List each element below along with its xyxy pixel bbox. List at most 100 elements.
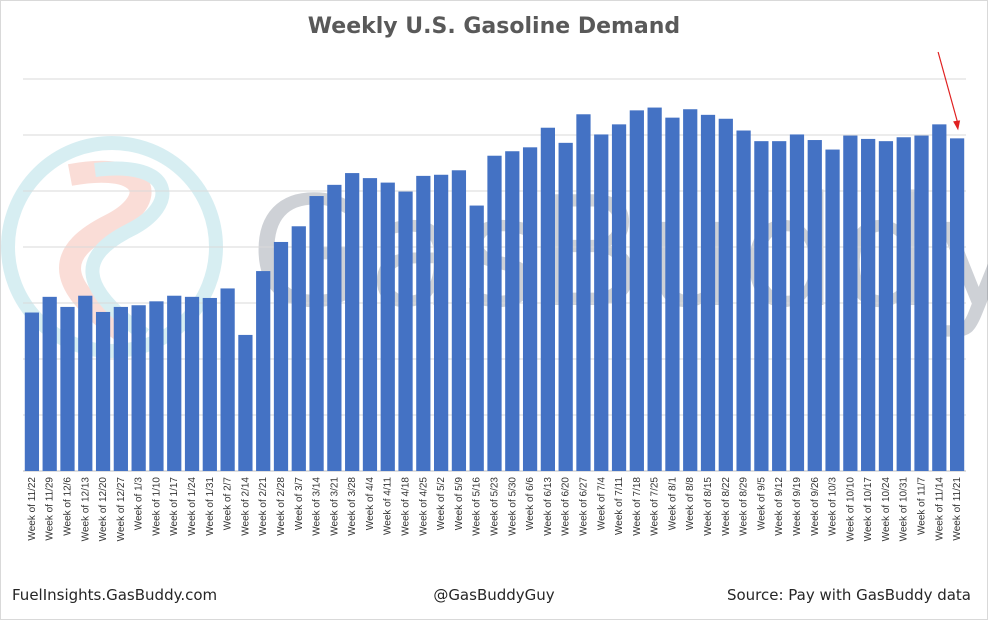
x-tick-label: Week of 3/21 <box>329 477 340 536</box>
x-tick-label: Week of 8/8 <box>685 477 696 531</box>
x-tick-label: Week of 5/9 <box>454 477 465 531</box>
x-tick-label: Week of 10/24 <box>881 477 892 542</box>
x-tick-label: Week of 4/25 <box>418 477 429 536</box>
x-tick-label: Week of 9/26 <box>810 477 821 536</box>
bar <box>380 182 395 471</box>
bar <box>202 297 217 471</box>
x-tick-label: Week of 3/28 <box>347 477 358 536</box>
x-tick-label: Week of 6/20 <box>561 477 572 536</box>
bar <box>273 241 289 471</box>
x-tick-label: Week of 1/31 <box>205 477 216 536</box>
x-tick-label: Week of 10/10 <box>845 477 856 542</box>
x-tick-label: Week of 8/29 <box>739 477 750 536</box>
chart-title: Weekly U.S. Gasoline Demand <box>307 14 681 39</box>
x-tick-label: Week of 4/4 <box>365 477 376 531</box>
bar <box>914 135 929 471</box>
bar-series <box>24 107 965 472</box>
bar <box>309 196 324 472</box>
x-tick-label: Week of 12/13 <box>80 477 91 542</box>
bar <box>700 114 716 471</box>
x-tick-label: Week of 3/14 <box>312 477 323 536</box>
footer-source: Source: Pay with GasBuddy data <box>726 586 971 604</box>
bar <box>754 141 769 471</box>
bar <box>220 288 235 471</box>
bar <box>807 140 822 472</box>
x-tick-label: Week of 8/1 <box>667 477 678 531</box>
x-tick-label: Week of 9/12 <box>774 477 785 536</box>
bar <box>238 334 253 471</box>
arrow-annotation <box>937 51 961 131</box>
x-tick-label: Week of 7/25 <box>650 477 661 536</box>
bar <box>451 170 467 471</box>
bar <box>932 124 947 472</box>
x-tick-label: Week of 1/10 <box>151 477 162 536</box>
x-tick-label: Week of 11/22 <box>27 477 38 541</box>
x-tick-label: Week of 8/22 <box>721 477 732 536</box>
x-tick-label: Week of 5/16 <box>472 477 483 536</box>
bar <box>149 301 164 471</box>
bar <box>736 130 751 471</box>
bar <box>505 151 520 472</box>
bar <box>416 175 431 471</box>
bar <box>772 141 787 471</box>
x-tick-label: Week of 10/31 <box>899 477 910 542</box>
bar <box>167 295 182 471</box>
x-tick-label: Week of 5/23 <box>490 477 501 536</box>
bar <box>327 184 342 471</box>
bar <box>131 305 146 471</box>
x-tick-label: Week of 1/3 <box>134 477 145 531</box>
footer-website: FuelInsights.GasBuddy.com <box>12 586 218 604</box>
bar <box>434 174 449 471</box>
x-tick-label: Week of 2/7 <box>223 477 234 531</box>
x-tick-label: Week of 3/7 <box>294 477 305 531</box>
x-tick-label: Week of 2/28 <box>276 477 287 536</box>
bar <box>789 134 805 471</box>
x-tick-label: Week of 2/21 <box>258 477 269 536</box>
x-tick-label: Week of 1/24 <box>187 477 198 536</box>
x-tick-label: Week of 8/15 <box>703 477 714 536</box>
x-tick-label: Week of 6/27 <box>578 477 589 536</box>
x-tick-label: Week of 5/2 <box>436 477 447 531</box>
x-tick-label: Week of 12/20 <box>98 477 109 542</box>
bar <box>540 127 555 471</box>
x-tick-label: Week of 11/7 <box>917 477 928 535</box>
bar <box>861 138 876 472</box>
x-tick-label: Week of 7/4 <box>596 477 607 531</box>
bar <box>594 134 609 471</box>
footer-handle: @GasBuddyGuy <box>433 586 555 604</box>
bar <box>60 306 75 471</box>
bar <box>95 311 111 471</box>
bar <box>345 173 360 471</box>
x-tick-label: Week of 11/21 <box>952 477 963 541</box>
bar <box>611 124 627 472</box>
x-tick-label: Week of 11/29 <box>45 477 56 541</box>
bar <box>825 149 840 471</box>
bar <box>665 117 680 471</box>
arrow-head <box>953 120 961 131</box>
x-tick-label: Week of 9/5 <box>756 477 767 531</box>
x-tick-label: Week of 2/14 <box>240 477 251 536</box>
bar <box>647 107 662 471</box>
bar <box>78 295 93 471</box>
bar <box>113 306 128 471</box>
x-tick-label: Week of 10/3 <box>828 477 839 536</box>
bar <box>718 118 733 471</box>
x-tick-label: Week of 6/6 <box>525 477 536 531</box>
bar <box>683 109 698 472</box>
bar <box>291 226 306 471</box>
bar <box>184 296 200 471</box>
bar <box>949 138 965 472</box>
bar <box>878 141 894 471</box>
x-tick-label: Week of 12/27 <box>116 477 127 542</box>
x-tick-label: Week of 4/18 <box>401 477 412 536</box>
arrow-line <box>937 51 959 125</box>
bar <box>42 296 57 471</box>
x-tick-label: Week of 7/11 <box>614 477 625 535</box>
x-tick-label: Week of 7/18 <box>632 477 643 536</box>
bar <box>522 147 538 471</box>
bar <box>487 155 502 471</box>
bar <box>24 312 40 471</box>
bar <box>896 137 911 472</box>
bar <box>362 178 378 471</box>
